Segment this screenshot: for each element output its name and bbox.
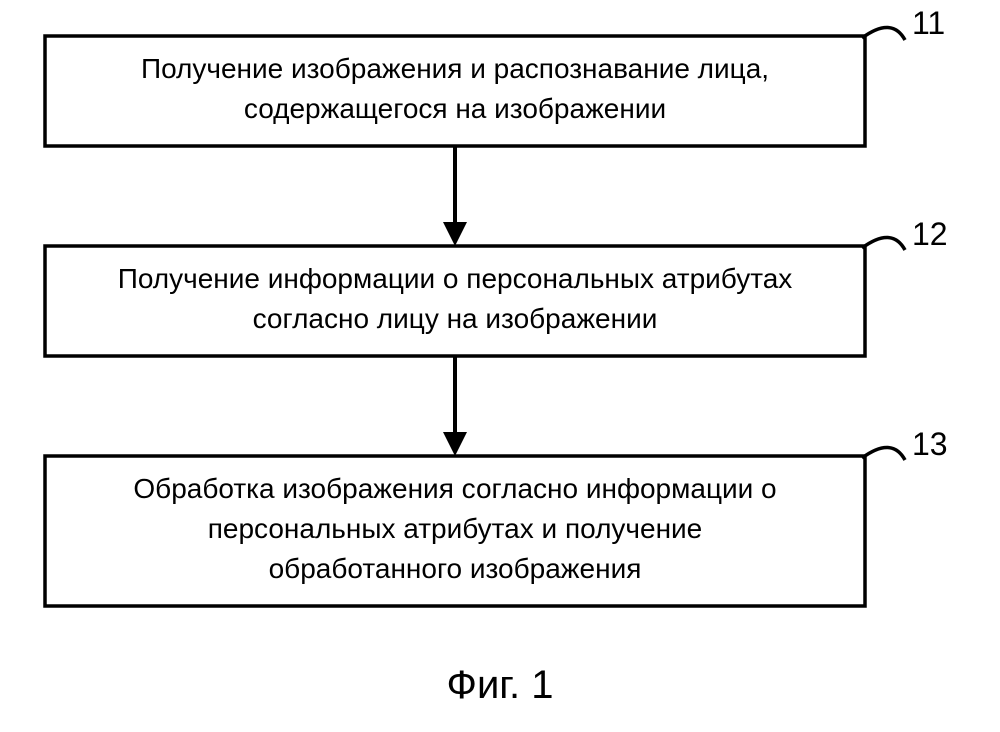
flowchart-node-step13-text3: обработанного изображения: [269, 553, 642, 584]
flowchart-node-step12-text2: согласно лицу на изображении: [253, 303, 658, 334]
flowchart-diagram: Получение изображения и распознавание ли…: [0, 0, 1000, 727]
flowchart-arrowhead-2: [443, 432, 467, 456]
flowchart-callout-12: [862, 237, 905, 250]
flowchart-node-step13-text1: Обработка изображения согласно информаци…: [133, 473, 776, 504]
flowchart-node-step13-text2: персональных атрибутах и получение: [208, 513, 703, 544]
flowchart-arrowhead-1: [443, 222, 467, 246]
flowchart-callout-13: [862, 447, 905, 460]
flowchart-node-step11-text1: Получение изображения и распознавание ли…: [141, 53, 769, 84]
flowchart-label-13: 13: [912, 426, 948, 462]
flowchart-label-11: 11: [912, 5, 945, 41]
flowchart-callout-11: [862, 27, 905, 40]
flowchart-node-step11-text2: содержащегося на изображении: [244, 93, 666, 124]
flowchart-node-step12-text1: Получение информации о персональных атри…: [118, 263, 793, 294]
flowchart-label-12: 12: [912, 216, 948, 252]
figure-caption: Фиг. 1: [447, 663, 554, 707]
